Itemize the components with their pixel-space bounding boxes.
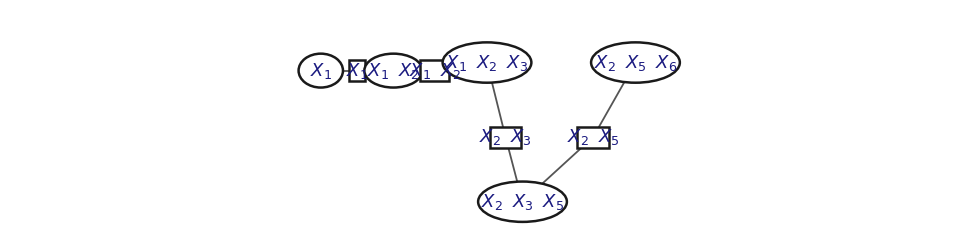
Ellipse shape xyxy=(591,42,680,83)
Text: $X_2 \;\; X_5$: $X_2 \;\; X_5$ xyxy=(567,127,619,147)
Text: $X_2 \;\; X_5 \;\; X_6$: $X_2 \;\; X_5 \;\; X_6$ xyxy=(594,53,677,73)
Text: $X_2 \;\; X_3$: $X_2 \;\; X_3$ xyxy=(479,127,532,147)
Ellipse shape xyxy=(442,42,532,83)
Text: $X_1 \;\; X_2$: $X_1 \;\; X_2$ xyxy=(367,61,420,80)
Bar xyxy=(350,60,364,81)
Ellipse shape xyxy=(478,182,567,222)
Bar xyxy=(421,60,449,81)
Text: $X_1 \;\; X_2$: $X_1 \;\; X_2$ xyxy=(409,61,461,80)
Ellipse shape xyxy=(364,54,423,88)
Text: $X_2 \;\; X_3 \;\; X_5$: $X_2 \;\; X_3 \;\; X_5$ xyxy=(481,192,564,212)
Ellipse shape xyxy=(299,54,343,88)
Text: $X_1$: $X_1$ xyxy=(346,61,368,80)
Text: $X_1 \;\; X_2 \;\; X_3$: $X_1 \;\; X_2 \;\; X_3$ xyxy=(445,53,529,73)
Bar xyxy=(578,127,609,148)
Text: $X_1$: $X_1$ xyxy=(310,61,332,80)
Bar xyxy=(490,127,521,148)
